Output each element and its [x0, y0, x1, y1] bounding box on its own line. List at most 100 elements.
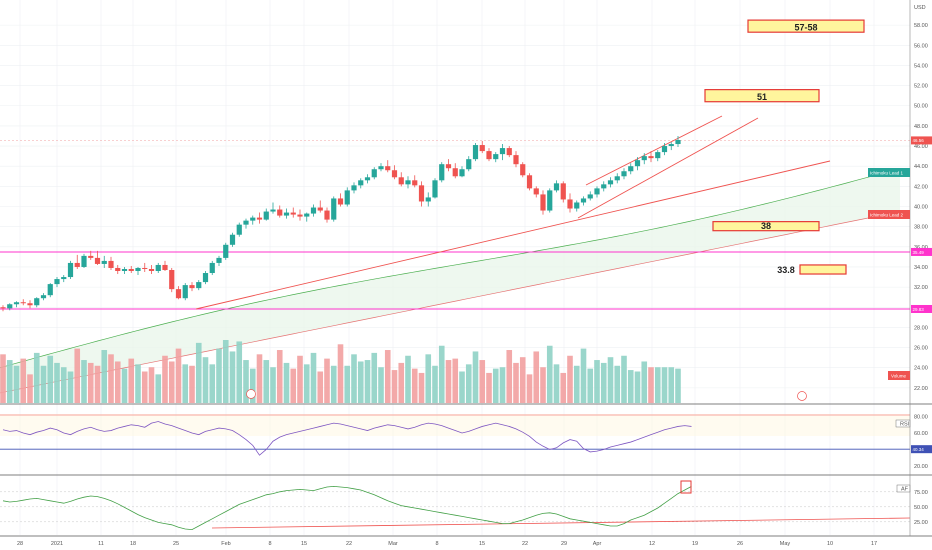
volume-bar	[121, 368, 128, 403]
candle-body	[128, 268, 134, 271]
trendline	[585, 115, 723, 186]
candle-body	[61, 277, 67, 280]
volume-bar	[195, 342, 202, 403]
candle-body	[526, 175, 533, 189]
volume-bar	[378, 367, 384, 403]
candle-body	[27, 303, 33, 306]
volume-bar	[263, 360, 270, 403]
candle-body	[445, 164, 452, 169]
annotation-box[interactable]	[712, 221, 820, 232]
volume-bar	[364, 360, 371, 403]
candle-body	[466, 159, 472, 170]
candle-body	[405, 180, 411, 185]
candle-body	[263, 211, 269, 220]
earnings-marker-icon[interactable]	[246, 389, 256, 399]
annotation-box[interactable]	[799, 264, 847, 275]
volume-bar	[486, 372, 492, 403]
candle-body	[641, 156, 647, 161]
candle-body	[668, 144, 674, 147]
candle-body	[614, 176, 620, 181]
volume-bar	[418, 372, 425, 403]
candle-body	[216, 257, 222, 263]
candle-body	[175, 289, 182, 299]
candle-body	[499, 148, 506, 155]
candle-body	[250, 217, 256, 221]
y-tick-label: 44.00	[914, 164, 928, 170]
af-tick-label: 75.00	[914, 490, 928, 496]
volume-bar	[351, 354, 357, 403]
rsi-level-tag: 40.34	[913, 447, 925, 452]
candle-body	[398, 177, 404, 185]
candle-body	[378, 166, 384, 170]
candle-body	[229, 234, 236, 245]
candle-body	[223, 244, 229, 258]
candle-body	[486, 151, 492, 160]
candle-body	[358, 180, 364, 186]
y-tick-label: 48.00	[914, 124, 928, 130]
candle-body	[344, 190, 350, 205]
volume-bar	[492, 368, 499, 403]
candle-body	[648, 156, 654, 159]
candle-body	[47, 284, 53, 296]
volume-bar	[189, 365, 195, 403]
y-tick-label: 24.00	[914, 366, 928, 372]
candle-body	[324, 210, 330, 220]
volume-bar	[330, 365, 337, 403]
last-price-tag-bg	[911, 136, 932, 145]
volume-bar	[573, 365, 580, 403]
af-label: AF	[901, 487, 909, 493]
y-tick-label: 36.00	[914, 245, 928, 251]
volume-bar	[276, 350, 283, 403]
candle-body	[432, 180, 438, 198]
earnings-marker-icon[interactable]	[797, 391, 807, 401]
x-tick-label: 29	[561, 541, 567, 547]
volume-bar	[479, 360, 486, 403]
candle-body	[385, 166, 391, 171]
candle-body	[209, 262, 215, 274]
candle-body	[412, 180, 418, 186]
y-tick-label: 42.00	[914, 184, 928, 190]
x-tick-label: 11	[98, 541, 104, 547]
x-tick-label: 28	[17, 541, 23, 547]
ichimoku-lead1-tag-bg	[868, 168, 910, 177]
candle-body	[20, 302, 26, 304]
volume-bar	[229, 351, 236, 403]
candle-body	[196, 282, 202, 289]
volume-bar	[425, 354, 432, 403]
rsi-tick-label: 80.00	[914, 415, 928, 421]
volume-bar	[533, 351, 540, 403]
volume-bar	[506, 350, 513, 403]
y-tick-label: 52.00	[914, 84, 928, 90]
annotation-box[interactable]	[704, 89, 820, 103]
candle-body	[304, 213, 310, 217]
y-tick-label: 56.00	[914, 43, 928, 49]
ichimoku-lead2-label: Ichimoku Lead 2	[870, 213, 904, 218]
volume-bar	[344, 365, 351, 403]
volume-bar	[148, 367, 155, 403]
annotation-box[interactable]	[747, 19, 865, 33]
y-tick-label: 34.00	[914, 265, 928, 271]
volume-bar	[81, 360, 87, 403]
volume-bar	[60, 367, 67, 403]
x-tick-label: 2021	[51, 541, 63, 547]
candle-body	[351, 185, 357, 191]
volume-bar	[0, 354, 6, 403]
volume-bar	[648, 367, 654, 403]
volume-bar	[324, 358, 330, 403]
x-tick-label: 18	[130, 541, 136, 547]
candle-body	[0, 307, 6, 309]
candle-body	[493, 154, 499, 160]
candle-body	[67, 262, 74, 278]
candle-body	[142, 267, 148, 269]
volume-bar	[499, 367, 506, 403]
x-tick-label: 26	[737, 541, 743, 547]
volume-bar	[580, 348, 587, 403]
x-tick-label: Feb	[221, 541, 230, 547]
currency-label: USD	[914, 5, 926, 11]
candle-body	[202, 273, 209, 283]
candle-body	[189, 285, 195, 289]
candle-body	[337, 198, 344, 205]
volume-bar	[553, 364, 560, 403]
annotation-boxes[interactable]: 57-58 51 38 33.8	[704, 19, 865, 275]
